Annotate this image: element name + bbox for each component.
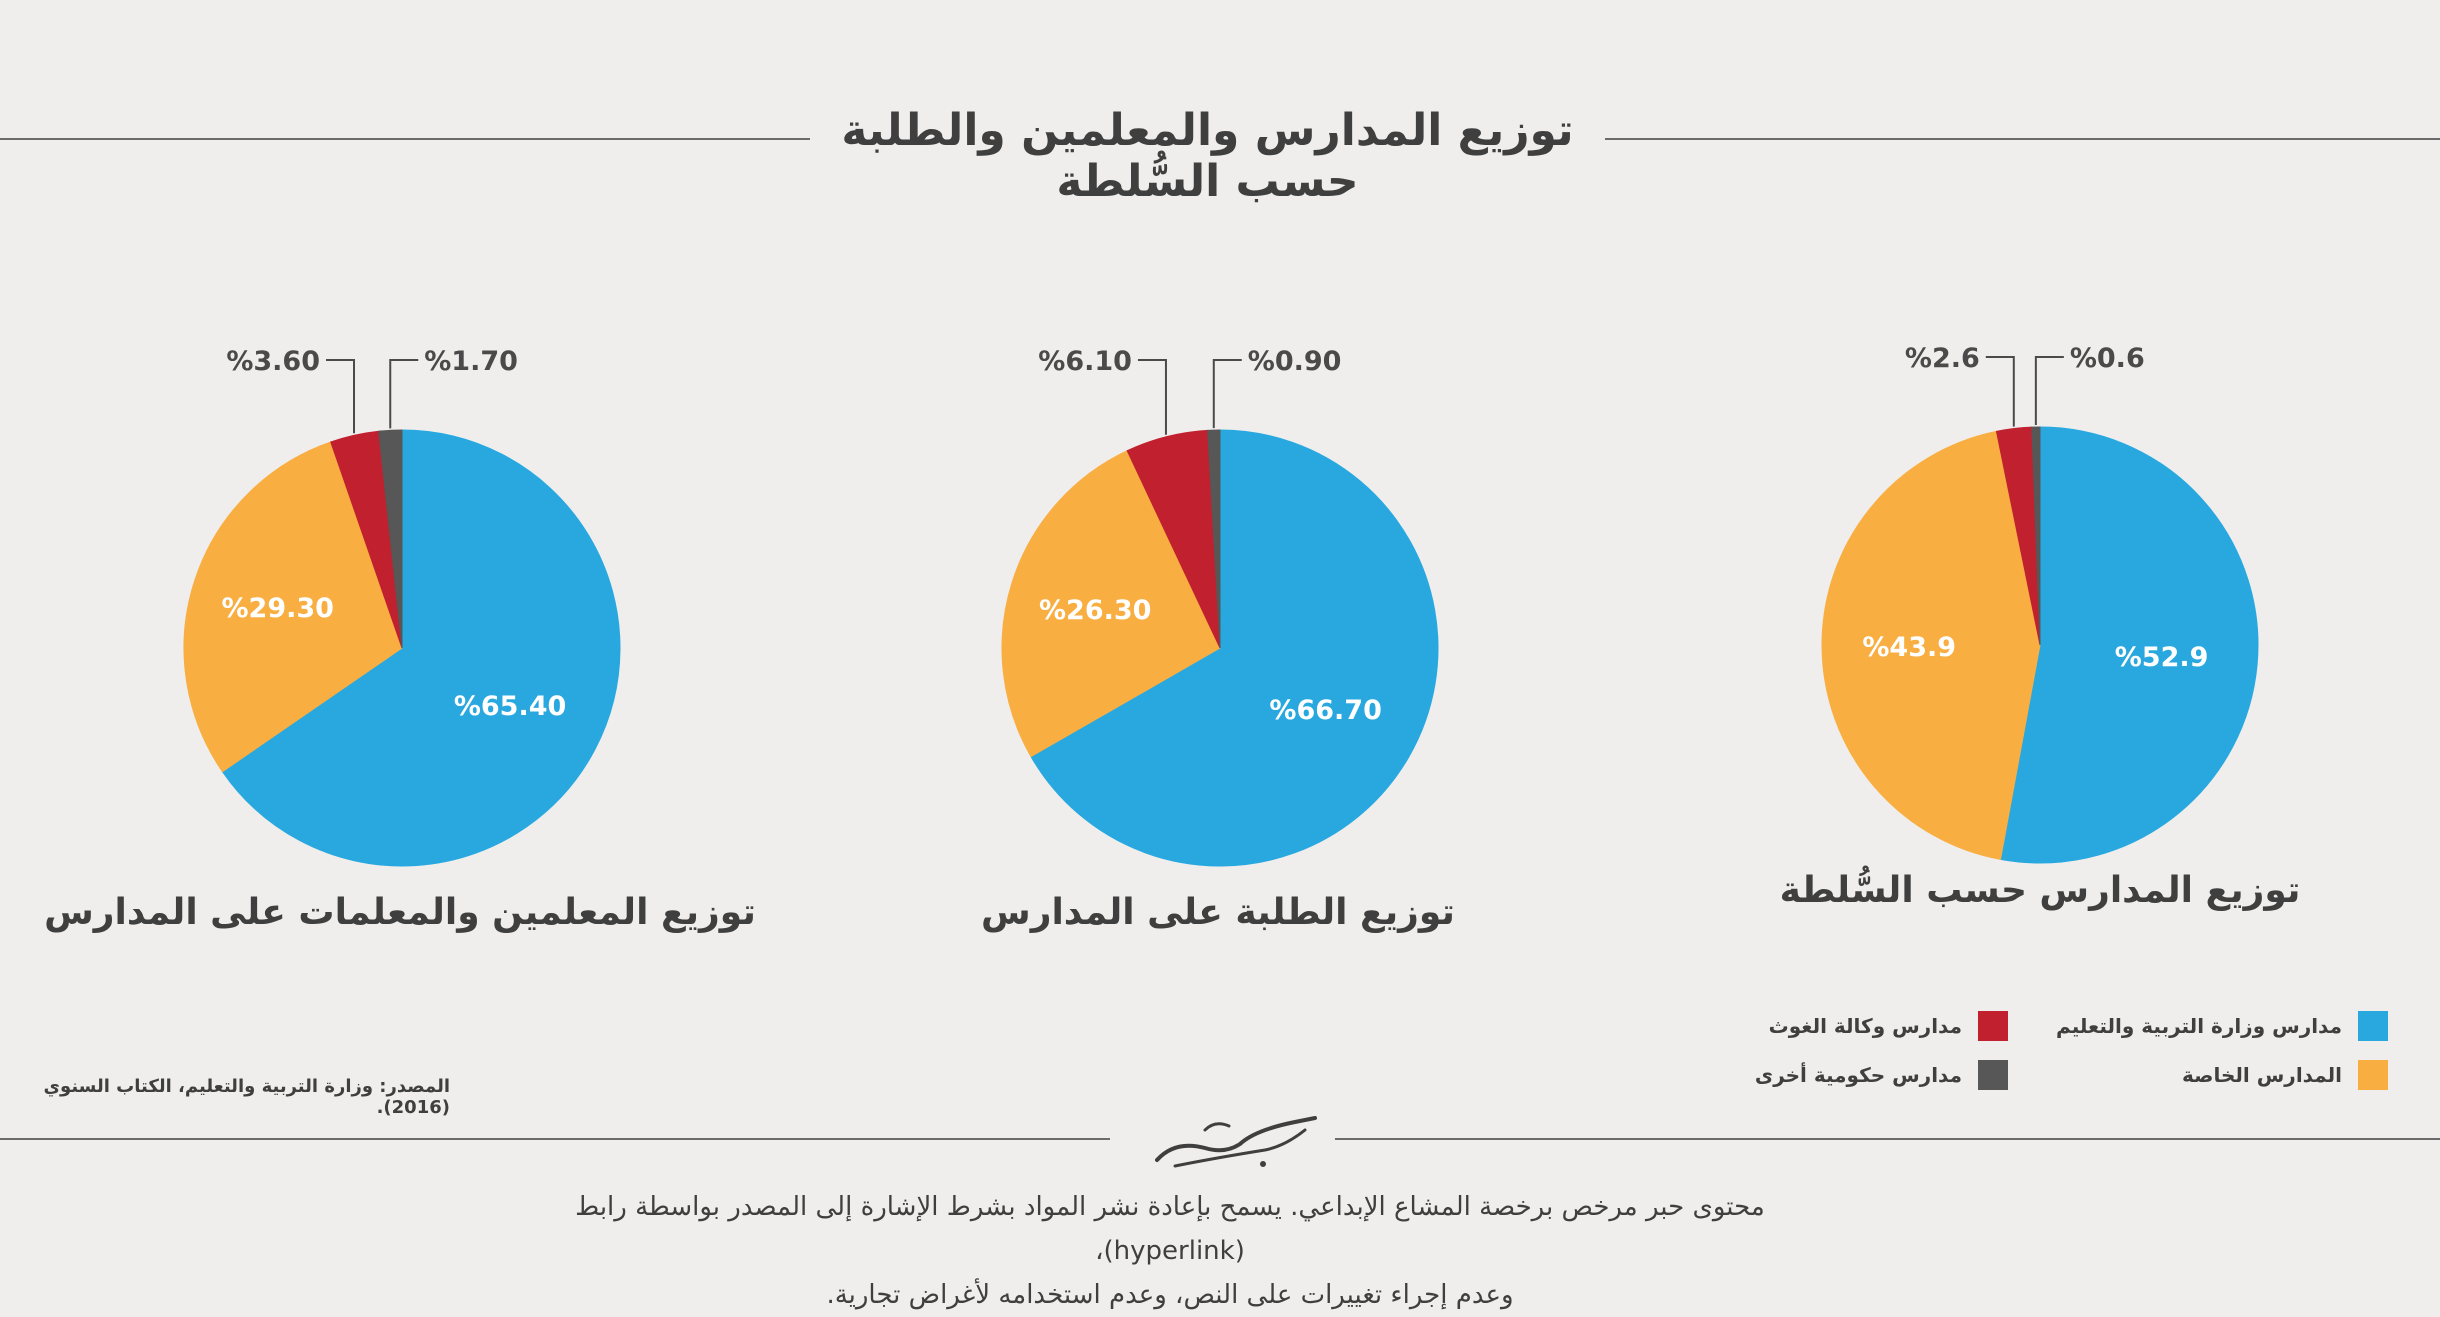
footer-rule-right <box>1335 1138 2440 1140</box>
license-line-2: وعدم إجراء تغييرات على النص، وعدم استخدا… <box>826 1280 1514 1310</box>
legend-swatch-private <box>2358 1060 2388 1090</box>
pie-chart-0: %52.9 %43.9 %2.6 %0.6 <box>1821 343 2259 864</box>
data-label: %26.30 <box>1039 595 1151 626</box>
footer-rule-left <box>0 1138 1110 1140</box>
legend-label-ministry: مدارس وزارة التربية والتعليم <box>2056 1014 2342 1038</box>
callout-label: %0.6 <box>2070 343 2145 374</box>
slice-other-gov <box>1207 429 1221 649</box>
chart-title-students: توزيع الطلبة على المدارس <box>981 892 1455 933</box>
data-label: %29.30 <box>221 593 333 624</box>
chart-title-schools: توزيع المدارس حسب السُّلطة <box>1779 870 2301 911</box>
slice-ministry <box>1999 426 2259 864</box>
slice-private <box>183 441 403 773</box>
legend-label-unrwa: مدارس وكالة الغوث <box>1768 1014 1962 1038</box>
title-rule-left <box>0 138 810 140</box>
pie-charts: %52.9 %43.9 %2.6 %0.6 %66.70 %26.30 %6.10 %0.90… <box>183 343 2259 867</box>
hiber-logo-icon <box>1155 1116 1317 1168</box>
page-title: توزيع المدارس والمعلمين والطلبة حسب السُ… <box>841 105 1574 207</box>
slice-ministry <box>1030 429 1439 867</box>
slice-other-gov <box>2031 426 2041 646</box>
legend-label-private: المدارس الخاصة <box>2182 1063 2342 1087</box>
license-text: محتوى حبر مرخص برخصة المشاع الإبداعي. يس… <box>500 1185 1840 1317</box>
leader-line <box>2034 356 2064 426</box>
legend-swatch-ministry <box>2358 1011 2388 1041</box>
slice-private <box>1001 450 1221 758</box>
legend-item-other-gov: مدارس حكومية أخرى <box>1755 1060 2008 1090</box>
callout-label: %0.90 <box>1248 346 1342 377</box>
source-note: المصدر: وزارة التربية والتعليم، الكتاب ا… <box>43 1076 450 1118</box>
callout-label: %2.6 <box>1905 343 1980 374</box>
legend-item-private: المدارس الخاصة <box>2182 1060 2388 1090</box>
legend-swatch-unrwa <box>1978 1011 2008 1041</box>
callout-label: %1.70 <box>424 346 518 377</box>
chart-title-teachers: توزيع المعلمين والمعلمات على المدارس <box>44 892 756 933</box>
leader-line <box>389 359 419 429</box>
leader-line <box>1985 356 2015 427</box>
pie-chart-2: %65.40 %29.30 %3.60 %1.70 <box>183 346 621 867</box>
callout-label: %6.10 <box>1038 346 1132 377</box>
license-line-1: محتوى حبر مرخص برخصة المشاع الإبداعي. يس… <box>575 1192 1765 1266</box>
data-label: %66.70 <box>1269 695 1381 726</box>
data-label: %43.9 <box>1862 632 1956 663</box>
pie-chart-1: %66.70 %26.30 %6.10 %0.90 <box>1001 346 1439 867</box>
slice-private <box>1821 430 2041 860</box>
legend-item-unrwa: مدارس وكالة الغوث <box>1769 1011 2008 1041</box>
callout-label: %3.60 <box>226 346 320 377</box>
slice-ministry <box>221 429 621 867</box>
legend-swatch-other-gov <box>1978 1060 2008 1090</box>
legend-item-ministry: مدارس وزارة التربية والتعليم <box>2056 1011 2388 1041</box>
leader-line <box>1212 359 1242 429</box>
data-label: %52.9 <box>2115 642 2209 673</box>
leader-line <box>326 359 356 434</box>
data-label: %65.40 <box>454 691 566 722</box>
slice-other-gov <box>378 429 403 649</box>
leader-line <box>1137 359 1167 435</box>
legend-label-other-gov: مدارس حكومية أخرى <box>1754 1063 1962 1087</box>
title-rule-right <box>1605 138 2440 140</box>
